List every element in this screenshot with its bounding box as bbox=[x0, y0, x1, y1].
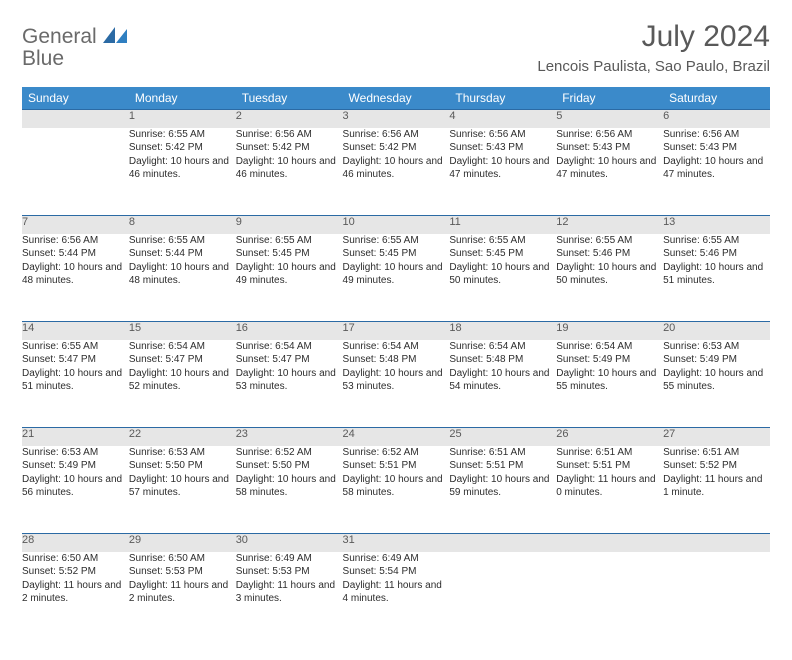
day-header-row: Sunday Monday Tuesday Wednesday Thursday… bbox=[22, 87, 770, 110]
day-body: Sunrise: 6:51 AM Sunset: 5:52 PM Dayligh… bbox=[663, 446, 770, 534]
day-number: 12 bbox=[556, 216, 663, 234]
day-body: Sunrise: 6:51 AM Sunset: 5:51 PM Dayligh… bbox=[449, 446, 556, 534]
day-body bbox=[22, 128, 129, 216]
day-number: 30 bbox=[236, 534, 343, 552]
month-title: July 2024 bbox=[537, 20, 770, 54]
day-number: 9 bbox=[236, 216, 343, 234]
day-body: Sunrise: 6:54 AM Sunset: 5:47 PM Dayligh… bbox=[236, 340, 343, 428]
day-number bbox=[22, 110, 129, 128]
day-body: Sunrise: 6:55 AM Sunset: 5:42 PM Dayligh… bbox=[129, 128, 236, 216]
calendar-table: Sunday Monday Tuesday Wednesday Thursday… bbox=[22, 87, 770, 640]
day-number: 22 bbox=[129, 428, 236, 446]
day-number: 19 bbox=[556, 322, 663, 340]
day-number: 26 bbox=[556, 428, 663, 446]
day-body: Sunrise: 6:54 AM Sunset: 5:48 PM Dayligh… bbox=[343, 340, 450, 428]
day-number: 16 bbox=[236, 322, 343, 340]
col-thursday: Thursday bbox=[449, 87, 556, 110]
week-0-body-row: Sunrise: 6:55 AM Sunset: 5:42 PM Dayligh… bbox=[22, 128, 770, 216]
day-body: Sunrise: 6:49 AM Sunset: 5:54 PM Dayligh… bbox=[343, 552, 450, 640]
week-3-daynum-row: 21222324252627 bbox=[22, 428, 770, 446]
day-number: 2 bbox=[236, 110, 343, 128]
day-body: Sunrise: 6:56 AM Sunset: 5:42 PM Dayligh… bbox=[236, 128, 343, 216]
logo-line2: Blue bbox=[22, 47, 64, 70]
day-number: 3 bbox=[343, 110, 450, 128]
day-body bbox=[449, 552, 556, 640]
day-body: Sunrise: 6:52 AM Sunset: 5:51 PM Dayligh… bbox=[343, 446, 450, 534]
day-body: Sunrise: 6:55 AM Sunset: 5:45 PM Dayligh… bbox=[343, 234, 450, 322]
day-body: Sunrise: 6:55 AM Sunset: 5:46 PM Dayligh… bbox=[663, 234, 770, 322]
day-number: 13 bbox=[663, 216, 770, 234]
week-0-daynum-row: 123456 bbox=[22, 110, 770, 128]
day-number: 29 bbox=[129, 534, 236, 552]
day-number: 5 bbox=[556, 110, 663, 128]
logo-line1: General bbox=[22, 25, 97, 48]
day-body: Sunrise: 6:53 AM Sunset: 5:50 PM Dayligh… bbox=[129, 446, 236, 534]
day-body: Sunrise: 6:50 AM Sunset: 5:53 PM Dayligh… bbox=[129, 552, 236, 640]
day-body: Sunrise: 6:54 AM Sunset: 5:49 PM Dayligh… bbox=[556, 340, 663, 428]
day-number bbox=[556, 534, 663, 552]
title-block: July 2024 Lencois Paulista, Sao Paulo, B… bbox=[537, 20, 770, 83]
day-number: 15 bbox=[129, 322, 236, 340]
day-body bbox=[663, 552, 770, 640]
day-number: 28 bbox=[22, 534, 129, 552]
logo: General Blue bbox=[22, 26, 127, 70]
day-body: Sunrise: 6:55 AM Sunset: 5:46 PM Dayligh… bbox=[556, 234, 663, 322]
week-2-daynum-row: 14151617181920 bbox=[22, 322, 770, 340]
day-body: Sunrise: 6:49 AM Sunset: 5:53 PM Dayligh… bbox=[236, 552, 343, 640]
col-tuesday: Tuesday bbox=[236, 87, 343, 110]
logo-sail-icon bbox=[103, 27, 127, 43]
calendar-page: General Blue July 2024 Lencois Paulista,… bbox=[0, 0, 792, 660]
day-body: Sunrise: 6:56 AM Sunset: 5:43 PM Dayligh… bbox=[663, 128, 770, 216]
week-1-body-row: Sunrise: 6:56 AM Sunset: 5:44 PM Dayligh… bbox=[22, 234, 770, 322]
week-4-body-row: Sunrise: 6:50 AM Sunset: 5:52 PM Dayligh… bbox=[22, 552, 770, 640]
col-sunday: Sunday bbox=[22, 87, 129, 110]
day-number: 20 bbox=[663, 322, 770, 340]
day-number: 24 bbox=[343, 428, 450, 446]
day-number: 7 bbox=[22, 216, 129, 234]
day-body: Sunrise: 6:56 AM Sunset: 5:43 PM Dayligh… bbox=[449, 128, 556, 216]
col-wednesday: Wednesday bbox=[343, 87, 450, 110]
day-body: Sunrise: 6:56 AM Sunset: 5:42 PM Dayligh… bbox=[343, 128, 450, 216]
day-number bbox=[663, 534, 770, 552]
day-number bbox=[449, 534, 556, 552]
week-3-body-row: Sunrise: 6:53 AM Sunset: 5:49 PM Dayligh… bbox=[22, 446, 770, 534]
day-number: 21 bbox=[22, 428, 129, 446]
week-2-body-row: Sunrise: 6:55 AM Sunset: 5:47 PM Dayligh… bbox=[22, 340, 770, 428]
location: Lencois Paulista, Sao Paulo, Brazil bbox=[537, 58, 770, 75]
day-body: Sunrise: 6:56 AM Sunset: 5:43 PM Dayligh… bbox=[556, 128, 663, 216]
day-number: 8 bbox=[129, 216, 236, 234]
day-number: 11 bbox=[449, 216, 556, 234]
day-number: 14 bbox=[22, 322, 129, 340]
day-number: 4 bbox=[449, 110, 556, 128]
day-body: Sunrise: 6:53 AM Sunset: 5:49 PM Dayligh… bbox=[22, 446, 129, 534]
day-body bbox=[556, 552, 663, 640]
day-body: Sunrise: 6:54 AM Sunset: 5:47 PM Dayligh… bbox=[129, 340, 236, 428]
week-1-daynum-row: 78910111213 bbox=[22, 216, 770, 234]
day-body: Sunrise: 6:50 AM Sunset: 5:52 PM Dayligh… bbox=[22, 552, 129, 640]
day-number: 23 bbox=[236, 428, 343, 446]
day-body: Sunrise: 6:55 AM Sunset: 5:44 PM Dayligh… bbox=[129, 234, 236, 322]
header: General Blue July 2024 Lencois Paulista,… bbox=[22, 20, 770, 83]
day-number: 6 bbox=[663, 110, 770, 128]
col-friday: Friday bbox=[556, 87, 663, 110]
logo-text: General Blue bbox=[22, 26, 127, 70]
day-number: 1 bbox=[129, 110, 236, 128]
day-body: Sunrise: 6:56 AM Sunset: 5:44 PM Dayligh… bbox=[22, 234, 129, 322]
day-number: 31 bbox=[343, 534, 450, 552]
col-monday: Monday bbox=[129, 87, 236, 110]
day-number: 18 bbox=[449, 322, 556, 340]
col-saturday: Saturday bbox=[663, 87, 770, 110]
day-body: Sunrise: 6:55 AM Sunset: 5:45 PM Dayligh… bbox=[449, 234, 556, 322]
day-body: Sunrise: 6:53 AM Sunset: 5:49 PM Dayligh… bbox=[663, 340, 770, 428]
day-number: 25 bbox=[449, 428, 556, 446]
day-body: Sunrise: 6:51 AM Sunset: 5:51 PM Dayligh… bbox=[556, 446, 663, 534]
day-number: 27 bbox=[663, 428, 770, 446]
week-4-daynum-row: 28293031 bbox=[22, 534, 770, 552]
day-number: 10 bbox=[343, 216, 450, 234]
day-number: 17 bbox=[343, 322, 450, 340]
day-body: Sunrise: 6:55 AM Sunset: 5:47 PM Dayligh… bbox=[22, 340, 129, 428]
day-body: Sunrise: 6:54 AM Sunset: 5:48 PM Dayligh… bbox=[449, 340, 556, 428]
day-body: Sunrise: 6:52 AM Sunset: 5:50 PM Dayligh… bbox=[236, 446, 343, 534]
day-body: Sunrise: 6:55 AM Sunset: 5:45 PM Dayligh… bbox=[236, 234, 343, 322]
